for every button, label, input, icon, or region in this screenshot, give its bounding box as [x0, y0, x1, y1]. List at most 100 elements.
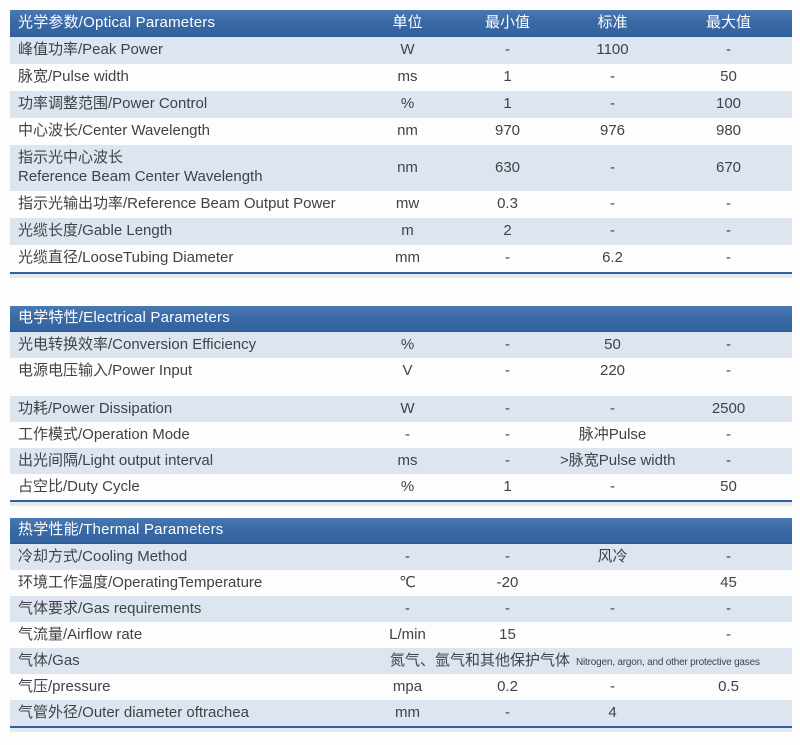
- min-cell: -: [505, 599, 510, 617]
- min-cell: -: [505, 451, 510, 469]
- spec-row: 光电转换效率/Conversion Efficiency% - 50 -: [10, 332, 792, 358]
- section-title-optical: 光学参数/Optical Parameters: [18, 13, 216, 31]
- min-cell: 2: [503, 222, 512, 240]
- param-name-cell: 工作模式/Operation Mode: [18, 425, 190, 443]
- spec-row: 气体/Gas 氮气、氩气和其他保护气体 Nitrogen, argon, and o…: [10, 648, 792, 674]
- spec-row: 气管外径/Outer diameter oftrachea mm - 4: [10, 700, 792, 726]
- spec-row: 占空比/Duty Cycle% 1 - 50: [10, 474, 792, 500]
- gas-text-cn: 氮气、氩气和其他保护气体: [390, 651, 571, 669]
- std-cell: 976: [599, 122, 626, 140]
- param-name-cell: 指示光中心波长 Reference Beam Center Wavelength: [18, 149, 263, 185]
- column-header-unit: 单位: [392, 13, 423, 31]
- unit-cell: nm: [397, 158, 418, 176]
- section-title-electrical: 电学特性/Electrical Parameters: [18, 309, 230, 327]
- max-cell: -: [726, 451, 731, 469]
- max-cell: -: [726, 625, 731, 643]
- max-cell: 670: [715, 158, 742, 176]
- unit-cell: -: [405, 547, 410, 565]
- gas-span-cell: 氮气、氩气和其他保护气体 Nitrogen, argon, and other p…: [360, 652, 792, 671]
- max-cell: -: [726, 222, 731, 240]
- spec-row: 冷却方式/Cooling Method - - 风冷 -: [10, 544, 792, 570]
- section-thermal: 热学性能/Thermal Parameters 冷却方式/Cooling Meth…: [10, 518, 792, 728]
- std-cell: -: [610, 195, 615, 213]
- max-cell: -: [726, 599, 731, 617]
- std-cell: 4: [608, 703, 617, 721]
- min-cell: 630: [494, 158, 521, 176]
- section-electrical: 电学特性/Electrical Parameters 光电转换效率/Convers…: [10, 306, 792, 502]
- spec-row: 光缆长度/Gable Length m 2 - -: [10, 218, 792, 245]
- std-cell: 50: [604, 335, 621, 353]
- max-cell: -: [726, 425, 731, 443]
- max-cell: -: [726, 249, 731, 267]
- spec-row: 工作模式/Operation Mode - - 脉冲Pulse -: [10, 422, 792, 448]
- min-cell: 0.2: [497, 677, 518, 695]
- section-header-thermal: 热学性能/Thermal Parameters: [10, 518, 792, 544]
- spec-row: 气压/pressure mpa 0.2 - 0.5: [10, 674, 792, 700]
- param-name-cell: 气压/pressure: [18, 677, 111, 695]
- unit-cell: ℃: [399, 573, 416, 591]
- spec-row: 气体要求/Gas requirements - - - -: [10, 596, 792, 622]
- column-header-min: 最小值: [484, 13, 530, 31]
- max-cell: -: [726, 547, 731, 565]
- min-cell: -: [505, 425, 510, 443]
- section-header-optical: 光学参数/Optical Parameters 单位 最小值 标准 最大值: [10, 10, 792, 37]
- max-cell: 45: [720, 573, 737, 591]
- unit-cell: V: [402, 361, 413, 379]
- param-name-cell: 光缆直径/LooseTubing Diameter: [18, 249, 234, 267]
- std-cell: -: [610, 158, 615, 176]
- min-cell: -: [505, 335, 510, 353]
- spec-table-sections: 光学参数/Optical Parameters 单位 最小值 标准 最大值 峰值功率/Pe…: [10, 10, 792, 728]
- min-cell: 970: [494, 122, 521, 140]
- unit-cell: %: [400, 477, 415, 495]
- column-header-max: 最大值: [705, 13, 751, 31]
- min-cell: -: [505, 399, 510, 417]
- spec-table: 光学参数/Optical Parameters 单位 最小值 标准 最大值 峰值功率/Pe…: [10, 10, 792, 728]
- spec-row: 光缆直径/LooseTubing Diameter mm - 6.2 -: [10, 245, 792, 272]
- param-name-cell: 出光间隔/Light output interval: [18, 451, 214, 469]
- min-cell: -: [505, 703, 510, 721]
- spec-row: 功耗/Power Dissipation W - - 2500: [10, 396, 792, 422]
- max-cell: -: [726, 335, 731, 353]
- row-gap: [10, 384, 792, 396]
- spec-row: 气流量/Airflow rate L/min 15 -: [10, 622, 792, 648]
- section-header-electrical: 电学特性/Electrical Parameters: [10, 306, 792, 332]
- spec-row: 指示光输出功率/Reference Beam Output Power mw 0.3…: [10, 191, 792, 218]
- std-cell: -: [610, 477, 615, 495]
- std-cell: -: [610, 399, 615, 417]
- spec-row: 峰值功率/Peak Power W - 1100 -: [10, 37, 792, 64]
- spec-row: 功率调整范围/Power Control% 1 - 100: [10, 91, 792, 118]
- param-name-cell: 功率调整范围/Power Control: [18, 95, 208, 113]
- max-cell: -: [726, 195, 731, 213]
- unit-cell: W: [400, 399, 415, 417]
- std-cell: -: [610, 677, 615, 695]
- max-cell: 50: [720, 477, 737, 495]
- unit-cell: -: [405, 425, 410, 443]
- std-cell: >脉宽Pulse width: [560, 451, 676, 469]
- max-cell: 0.5: [718, 677, 739, 695]
- unit-cell: mm: [395, 703, 420, 721]
- spec-row: 出光间隔/Light output interval ms - >脉宽Pulse wi…: [10, 448, 792, 474]
- std-cell: -: [610, 599, 615, 617]
- std-cell: 6.2: [602, 249, 623, 267]
- std-cell: 1100: [596, 41, 629, 59]
- max-cell: 2500: [711, 399, 746, 417]
- std-cell: 风冷: [597, 547, 628, 565]
- param-name-cell: 中心波长/Center Wavelength: [18, 122, 211, 140]
- max-cell: 100: [715, 95, 742, 113]
- param-name-cell: 指示光输出功率/Reference Beam Output Power: [18, 195, 336, 213]
- param-name-cell: 光电转换效率/Conversion Efficiency: [18, 335, 257, 353]
- param-name-cell: 电源电压输入/Power Input: [18, 361, 193, 379]
- unit-cell: W: [400, 41, 415, 59]
- std-cell: -: [610, 222, 615, 240]
- param-name-cell: 气体要求/Gas requirements: [18, 599, 202, 617]
- min-cell: 1: [503, 95, 512, 113]
- unit-cell: ms: [397, 451, 418, 469]
- min-cell: 15: [499, 625, 516, 643]
- param-name-cell: 功耗/Power Dissipation: [18, 399, 173, 417]
- unit-cell: mpa: [392, 677, 423, 695]
- std-cell: -: [610, 95, 615, 113]
- unit-cell: nm: [397, 122, 418, 140]
- param-name-cell: 环境工作温度/OperatingTemperature: [18, 573, 263, 591]
- unit-cell: L/min: [389, 625, 426, 643]
